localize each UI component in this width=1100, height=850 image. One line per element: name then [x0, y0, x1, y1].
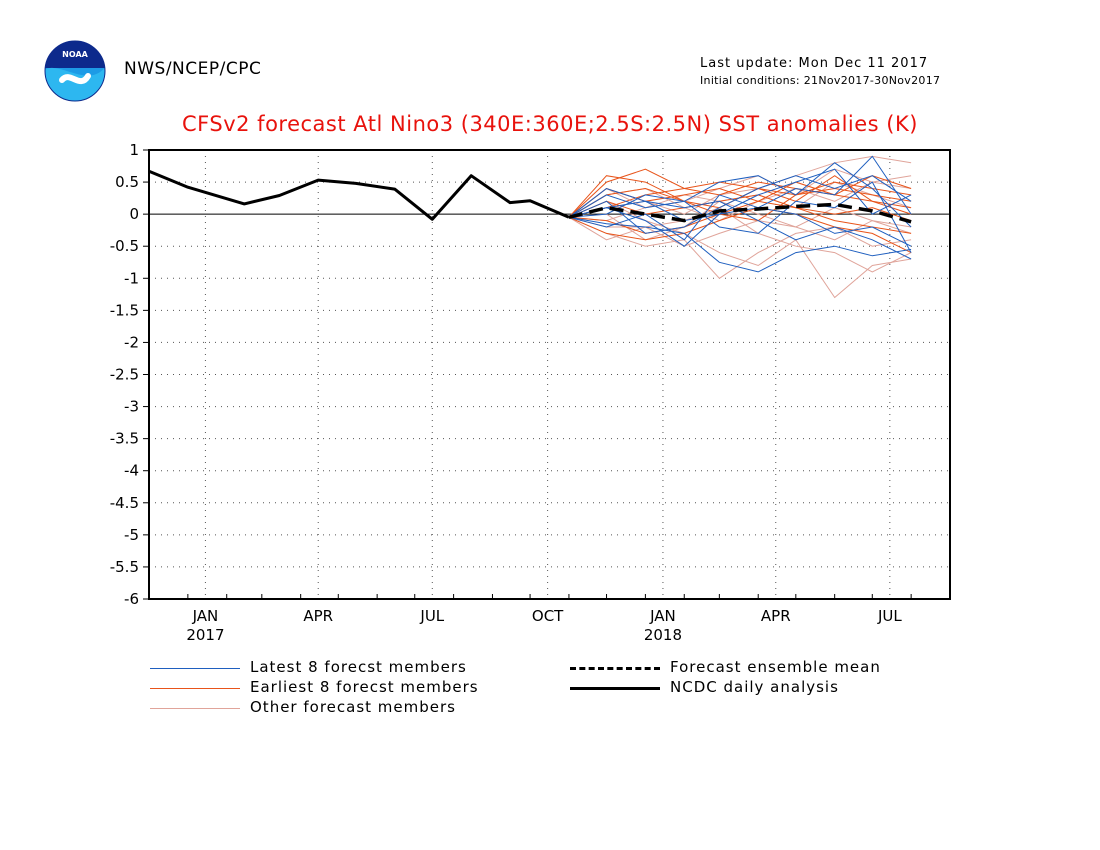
plot-frame: [148, 149, 951, 600]
ensemble-mean-line: [568, 202, 912, 224]
x-tick-year: 2017: [186, 626, 224, 644]
x-tick-label: JUL: [877, 607, 902, 625]
chart-title: CFSv2 forecast Atl Nino3 (340E:360E;2.5S…: [182, 112, 918, 136]
legend-earliest-swatch: [150, 688, 240, 689]
y-tick-label: -5: [124, 526, 139, 544]
x-tick-label: APR: [303, 607, 333, 625]
earliest-member-line: [568, 168, 912, 218]
latest-member-line: [568, 162, 912, 228]
legend-mean-swatch: [570, 667, 660, 670]
legend-latest-members: Latest 8 forecst members: [150, 658, 530, 678]
legend-other-label: Other forecast members: [250, 698, 456, 716]
noaa-logo: NOAA: [44, 40, 106, 102]
x-tick-label: JAN: [192, 607, 219, 625]
y-tick-label: -4: [124, 462, 139, 480]
legend-ensemble-mean: Forecast ensemble mean: [570, 658, 910, 678]
latest-member-line: [568, 168, 912, 247]
y-tick-label: -2.5: [110, 366, 139, 384]
legend-other-swatch: [150, 708, 240, 709]
x-tick-label: JAN: [649, 607, 676, 625]
ncdc-analysis-line: [148, 169, 570, 221]
other-member-line: [568, 216, 912, 279]
y-tick-label: -2: [124, 333, 139, 351]
legend-earliest-label: Earliest 8 forecst members: [250, 678, 479, 696]
x-tick-label: APR: [761, 607, 791, 625]
y-tick-label: 1: [129, 141, 139, 159]
y-tick-label: 0: [129, 205, 139, 223]
other-member-line: [568, 200, 912, 299]
y-tick-label: -1: [124, 269, 139, 287]
y-tick-label: -0.5: [110, 237, 139, 255]
legend-ncdc-analysis: NCDC daily analysis: [570, 678, 910, 698]
last-update: Last update: Mon Dec 11 2017: [700, 56, 929, 71]
latest-member-line: [568, 194, 912, 247]
legend-mean-label: Forecast ensemble mean: [670, 658, 881, 676]
legend-earliest-members: Earliest 8 forecst members: [150, 678, 530, 698]
noaa-logo-text: NOAA: [62, 50, 88, 59]
x-tick-year: 2018: [644, 626, 682, 644]
legend-ncdc-swatch: [570, 687, 660, 690]
y-tick-label: -6: [124, 590, 139, 608]
latest-member-line: [568, 216, 912, 273]
y-tick-label: -1.5: [110, 301, 139, 319]
earliest-member-line: [568, 200, 912, 234]
noaa-logo-graphic: NOAA: [44, 40, 106, 102]
agency-name: NWS/NCEP/CPC: [124, 59, 262, 79]
legend-latest-swatch: [150, 668, 240, 669]
x-tick-label: JUL: [419, 607, 444, 625]
initial-conditions: Initial conditions: 21Nov2017-30Nov2017: [700, 74, 941, 87]
x-tick-label: OCT: [532, 607, 564, 625]
legend-other-members: Other forecast members: [150, 698, 530, 718]
y-tick-label: -3: [124, 398, 139, 416]
y-tick-label: 0.5: [115, 173, 139, 191]
y-tick-label: -5.5: [110, 558, 139, 576]
legend-latest-label: Latest 8 forecst members: [250, 658, 467, 676]
y-tick-label: -3.5: [110, 430, 139, 448]
latest-member-line: [568, 181, 912, 253]
legend-ncdc-label: NCDC daily analysis: [670, 678, 839, 696]
y-tick-label: -4.5: [110, 494, 139, 512]
latest-member-line: [568, 175, 912, 234]
